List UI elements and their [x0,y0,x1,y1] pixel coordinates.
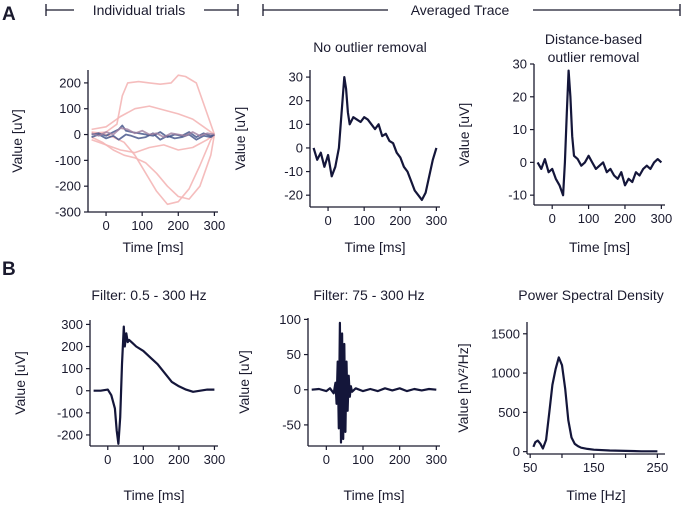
y-axis-label: Value [nV²/Hz] [455,343,471,432]
chart-title-line-1: Distance-based [545,31,642,47]
x-tick-label: 300 [204,218,226,233]
y-tick-label: -200 [57,427,83,442]
x-tick-label: 100 [131,218,153,233]
y-tick-label: 20 [513,89,527,104]
panel-label-b: B [2,259,16,280]
x-tick-label: 200 [389,213,411,228]
y-tick-label: 1000 [491,366,520,381]
series-line-filtered [311,321,437,444]
series-line-filtered [93,325,215,445]
y-tick-label: -200 [55,179,81,194]
series-line-trial-1 [91,131,216,206]
x-tick-label: 0 [102,218,109,233]
y-axis-label: Value [uV] [12,351,28,415]
y-axis-label: Value [uV] [232,107,248,171]
x-tick-label: 50 [523,460,537,475]
header-averaged-trace [262,4,681,16]
y-axis-label: Value [uV] [9,109,25,173]
y-tick-label: -20 [284,188,303,203]
y-tick-label: 10 [289,117,303,132]
x-tick-label: 0 [324,213,331,228]
y-tick-label: 20 [289,93,303,108]
x-tick-label: 150 [583,460,605,475]
x-tick-label: 300 [426,213,448,228]
y-tick-label: 0 [513,444,520,459]
y-tick-label: -100 [57,405,83,420]
x-tick-label: 300 [425,452,447,467]
chart-title: Filter: 75 - 300 Hz [313,287,424,303]
header-averaged-trace-label: Averaged Trace [411,2,510,18]
header-individual-trials-label: Individual trials [93,2,186,18]
series-line-trial-2 [91,134,216,200]
x-tick-label: 200 [168,452,190,467]
series-line-trial-4 [91,105,215,136]
x-axis-label: Time [ms] [123,239,184,255]
y-tick-label: 0 [76,383,83,398]
y-tick-label: 0 [74,127,81,142]
x-tick-label: 200 [167,218,189,233]
x-axis-label: Time [ms] [124,487,185,503]
x-tick-label: 100 [353,213,375,228]
chart-4: -200 -100 0 100 200 300 0 100 200 300 Time [ms] Val… [12,287,225,503]
x-axis-label: Time [Hz] [566,487,625,503]
chart-title: Power Spectral Density [518,287,664,303]
x-tick-label: 0 [323,452,330,467]
chart-title-line-2: outlier removal [548,49,640,65]
y-axis-label: Value [uV] [456,103,472,167]
header-individual-trials [45,4,239,16]
x-tick-label: 200 [389,452,411,467]
series-line-psd [532,356,658,453]
y-tick-label: -10 [284,164,303,179]
chart-6: 0 500 1000 1500 50 150 250 Time [Hz] Value [nV²/… [455,287,668,503]
x-tick-label: 300 [651,211,673,226]
chart-title: Filter: 0.5 - 300 Hz [91,287,206,303]
series-line-trial-3 [91,74,216,135]
series-line-average [536,69,663,197]
chart-title: No outlier removal [313,39,427,55]
y-tick-label: 200 [61,339,83,354]
x-axis-label: Time [ms] [345,239,406,255]
y-tick-label: 30 [513,57,527,72]
chart-5: -50 0 50 100 0 100 200 300 Time [ms] Value [uV] Fi… [236,287,447,503]
y-tick-label: 30 [289,70,303,85]
x-tick-label: 250 [647,460,669,475]
y-tick-label: -300 [55,205,81,220]
y-tick-label: 10 [513,122,527,137]
x-tick-label: 100 [352,452,374,467]
y-tick-label: 300 [61,317,83,332]
y-tick-label: 0 [520,155,527,170]
series-line-trial-5 [91,133,215,154]
y-tick-label: 0 [296,140,303,155]
series-line-average [312,75,438,201]
y-tick-label: 500 [498,405,520,420]
panel-label-a: A [2,4,16,25]
y-tick-label: 200 [59,75,81,90]
y-tick-label: 0 [294,382,301,397]
y-tick-label: 100 [59,101,81,116]
y-tick-label: 100 [279,312,301,327]
y-tick-label: -10 [508,188,527,203]
x-axis-label: Time [ms] [569,239,630,255]
y-tick-label: 100 [61,361,83,376]
chart-1: -300 -200 -100 0 100 200 0 100 200 300 Time [ms] Va… [9,70,225,255]
y-tick-label: 1500 [491,326,520,341]
x-tick-label: 0 [104,452,111,467]
x-tick-label: 300 [204,452,226,467]
x-tick-label: 0 [549,211,556,226]
x-tick-label: 100 [132,452,154,467]
y-axis-label: Value [uV] [236,350,252,414]
x-tick-label: 100 [578,211,600,226]
x-tick-label: 200 [614,211,636,226]
series-line-trial-8 [91,127,215,139]
y-tick-label: -50 [282,417,301,432]
y-tick-label: 50 [287,347,301,362]
x-axis-label: Time [ms] [344,487,405,503]
y-tick-label: -100 [55,153,81,168]
